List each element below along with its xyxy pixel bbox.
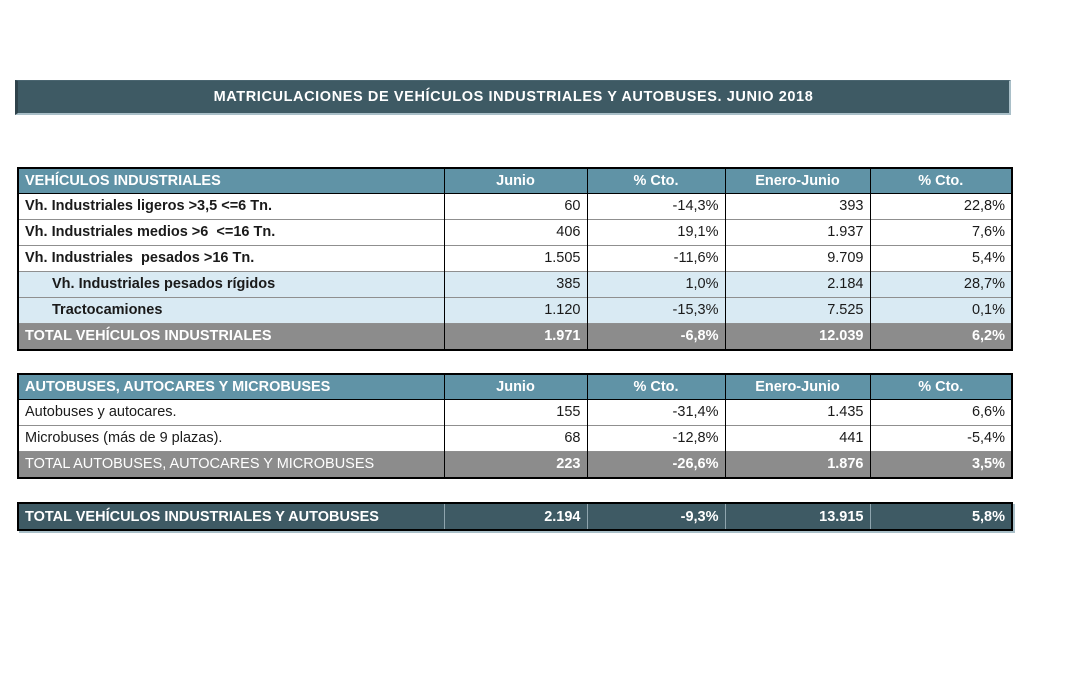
value-cell-pct-junio: -31,4% — [586, 398, 726, 425]
value-cell-junio: 155 — [443, 398, 588, 425]
table-row: Vh. Industriales medios >6 <=16 Tn. 406 … — [17, 218, 1013, 245]
column-header-pct-enero-junio: % Cto. — [869, 168, 1013, 194]
value-cell-junio: 2.194 — [443, 503, 588, 530]
column-header-pct-enero-junio: % Cto. — [869, 374, 1013, 400]
value-cell-pct-enero-junio: 5,4% — [869, 244, 1013, 271]
value-cell-junio: 223 — [443, 450, 588, 478]
value-cell-pct-enero-junio: 28,7% — [869, 270, 1013, 297]
column-header-enero-junio: Enero-Junio — [724, 374, 871, 400]
value-cell-junio: 1.120 — [443, 296, 588, 323]
value-cell-pct-junio: -11,6% — [586, 244, 726, 271]
grand-total-label-cell: TOTAL VEHÍCULOS INDUSTRIALES Y AUTOBUSES — [18, 503, 445, 530]
column-header-enero-junio: Enero-Junio — [724, 168, 871, 194]
column-header-junio: Junio — [443, 374, 588, 400]
industrial-vehicles-table: VEHÍCULOS INDUSTRIALES Junio % Cto. Ener… — [17, 167, 1013, 351]
row-label-cell: Vh. Industriales medios >6 <=16 Tn. — [17, 218, 445, 245]
table-row: Vh. Industriales pesados >16 Tn. 1.505 -… — [17, 244, 1013, 271]
value-cell-pct-junio: -12,8% — [586, 424, 726, 451]
row-label-cell: Tractocamiones — [17, 296, 445, 323]
grand-total-table: TOTAL VEHÍCULOS INDUSTRIALES Y AUTOBUSES… — [17, 502, 1013, 531]
table-total-row: TOTAL VEHÍCULOS INDUSTRIALES 1.971 -6,8%… — [17, 322, 1013, 350]
value-cell-pct-junio: 1,0% — [586, 270, 726, 297]
value-cell-pct-enero-junio: 22,8% — [869, 192, 1013, 219]
table-row: Microbuses (más de 9 plazas). 68 -12,8% … — [17, 424, 1013, 451]
value-cell-enero-junio: 1.876 — [724, 450, 871, 478]
value-cell-junio: 68 — [443, 424, 588, 451]
value-cell-enero-junio: 2.184 — [724, 270, 871, 297]
value-cell-junio: 406 — [443, 218, 588, 245]
grand-total-row: TOTAL VEHÍCULOS INDUSTRIALES Y AUTOBUSES… — [18, 503, 1012, 530]
value-cell-enero-junio: 441 — [724, 424, 871, 451]
value-cell-enero-junio: 12.039 — [724, 322, 871, 350]
table-header-row: VEHÍCULOS INDUSTRIALES Junio % Cto. Ener… — [17, 168, 1013, 194]
value-cell-pct-enero-junio: -5,4% — [869, 424, 1013, 451]
value-cell-pct-enero-junio: 5,8% — [869, 503, 1012, 530]
row-label-cell: Vh. Industriales pesados >16 Tn. — [17, 244, 445, 271]
value-cell-pct-junio: 19,1% — [586, 218, 726, 245]
value-cell-junio: 60 — [443, 192, 588, 219]
value-cell-enero-junio: 1.435 — [724, 398, 871, 425]
value-cell-junio: 1.971 — [443, 322, 588, 350]
report-title: MATRICULACIONES DE VEHÍCULOS INDUSTRIALE… — [213, 89, 814, 105]
value-cell-pct-junio: -14,3% — [586, 192, 726, 219]
table-subrow: Tractocamiones 1.120 -15,3% 7.525 0,1% — [17, 296, 1013, 323]
section-header-autobuses: AUTOBUSES, AUTOCARES Y MICROBUSES — [17, 374, 445, 400]
table-header-row: AUTOBUSES, AUTOCARES Y MICROBUSES Junio … — [17, 374, 1013, 400]
value-cell-enero-junio: 9.709 — [724, 244, 871, 271]
value-cell-pct-junio: -26,6% — [586, 450, 726, 478]
column-header-junio: Junio — [443, 168, 588, 194]
value-cell-pct-enero-junio: 3,5% — [869, 450, 1013, 478]
row-label-cell: Vh. Industriales pesados rígidos — [17, 270, 445, 297]
value-cell-pct-enero-junio: 0,1% — [869, 296, 1013, 323]
value-cell-pct-enero-junio: 6,2% — [869, 322, 1013, 350]
table-total-row: TOTAL AUTOBUSES, AUTOCARES Y MICROBUSES … — [17, 450, 1013, 478]
total-label-cell: TOTAL AUTOBUSES, AUTOCARES Y MICROBUSES — [17, 450, 445, 478]
value-cell-pct-junio: -6,8% — [586, 322, 726, 350]
value-cell-junio: 385 — [443, 270, 588, 297]
value-cell-enero-junio: 393 — [724, 192, 871, 219]
row-label-cell: Microbuses (más de 9 plazas). — [17, 424, 445, 451]
table-row: Vh. Industriales ligeros >3,5 <=6 Tn. 60… — [17, 192, 1013, 219]
table-subrow: Vh. Industriales pesados rígidos 385 1,0… — [17, 270, 1013, 297]
value-cell-pct-enero-junio: 6,6% — [869, 398, 1013, 425]
table-row: Autobuses y autocares. 155 -31,4% 1.435 … — [17, 398, 1013, 425]
buses-table: AUTOBUSES, AUTOCARES Y MICROBUSES Junio … — [17, 373, 1013, 479]
section-header-industriales: VEHÍCULOS INDUSTRIALES — [17, 168, 445, 194]
column-header-pct-junio: % Cto. — [586, 168, 726, 194]
total-label-cell: TOTAL VEHÍCULOS INDUSTRIALES — [17, 322, 445, 350]
value-cell-enero-junio: 1.937 — [724, 218, 871, 245]
value-cell-pct-junio: -15,3% — [586, 296, 726, 323]
row-label-cell: Vh. Industriales ligeros >3,5 <=6 Tn. — [17, 192, 445, 219]
value-cell-junio: 1.505 — [443, 244, 588, 271]
value-cell-pct-junio: -9,3% — [586, 503, 726, 530]
value-cell-pct-enero-junio: 7,6% — [869, 218, 1013, 245]
value-cell-enero-junio: 7.525 — [724, 296, 871, 323]
report-title-bar: MATRICULACIONES DE VEHÍCULOS INDUSTRIALE… — [15, 80, 1011, 115]
column-header-pct-junio: % Cto. — [586, 374, 726, 400]
row-label-cell: Autobuses y autocares. — [17, 398, 445, 425]
value-cell-enero-junio: 13.915 — [724, 503, 871, 530]
